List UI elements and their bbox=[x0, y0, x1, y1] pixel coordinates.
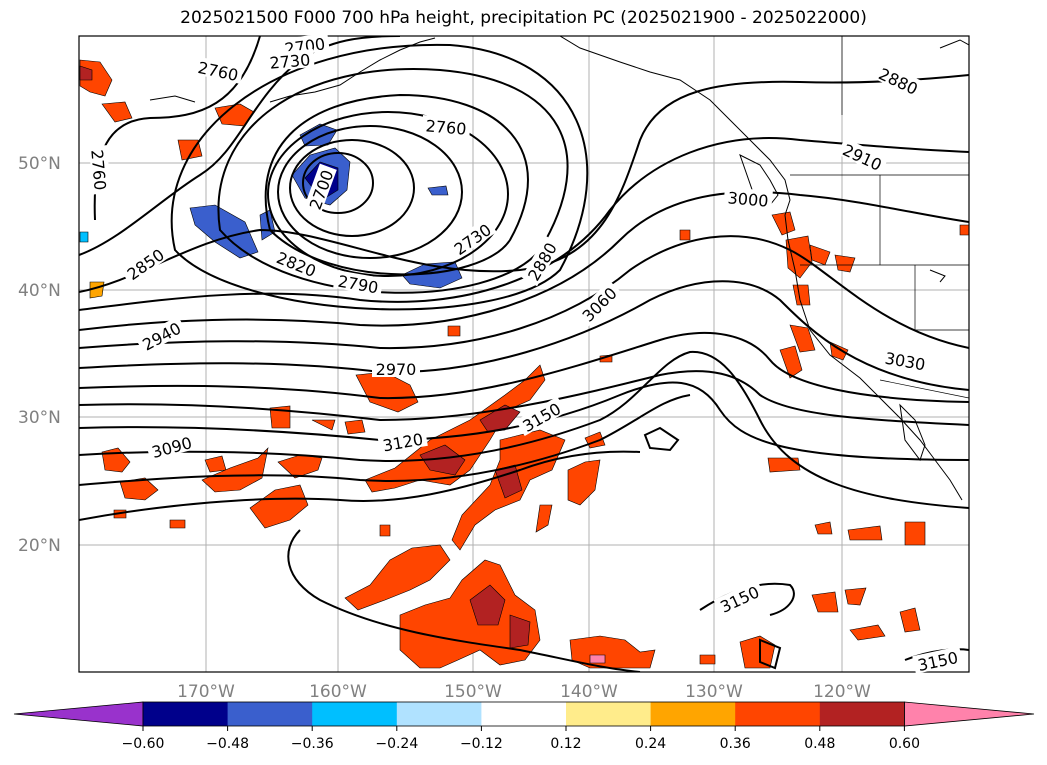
contour-label-bg bbox=[521, 235, 562, 287]
contour-label-bg bbox=[193, 56, 244, 84]
colorbar-tick-label: 0.48 bbox=[804, 736, 835, 752]
colorbar bbox=[13, 701, 1035, 727]
lat-label: 20°N bbox=[18, 536, 61, 556]
latitude-labels: 50°N 40°N 30°N 20°N bbox=[18, 154, 61, 556]
height-contours bbox=[79, 36, 969, 672]
contour-label-bg bbox=[912, 646, 963, 674]
contour-label-bg bbox=[135, 316, 187, 355]
graticule bbox=[79, 36, 969, 672]
colorbar-tick-label: −0.12 bbox=[460, 736, 503, 752]
colorbar-tick-label: 0.60 bbox=[889, 736, 920, 752]
colorbar-segment bbox=[396, 702, 482, 726]
colorbar-tick-label: 0.24 bbox=[635, 736, 666, 752]
contour-label-bg bbox=[515, 396, 567, 437]
colorbar-tick-label: −0.48 bbox=[206, 736, 249, 752]
contour-label-bg bbox=[421, 114, 471, 138]
contour-label-bg bbox=[723, 186, 773, 210]
lat-label: 50°N bbox=[18, 154, 61, 174]
map-frame bbox=[78, 35, 970, 673]
contour-label-bg bbox=[372, 359, 420, 377]
colorbar-segment bbox=[143, 702, 229, 726]
colorbar-extend-low bbox=[13, 701, 144, 727]
lon-label: 120°W bbox=[813, 682, 871, 702]
map-title: 2025021500 F000 700 hPa height, precipit… bbox=[180, 8, 867, 28]
contour-label-bg bbox=[145, 431, 197, 461]
contour-label-bg bbox=[333, 269, 384, 297]
colorbar-segment bbox=[650, 702, 736, 726]
lon-label: 170°W bbox=[177, 682, 235, 702]
contour-label-bg bbox=[88, 145, 112, 195]
contour-label: 2970 bbox=[376, 360, 417, 379]
colorbar-segment bbox=[312, 702, 398, 726]
colorbar-segment bbox=[566, 702, 652, 726]
colorbar-tick-label: 0.36 bbox=[720, 736, 751, 752]
contour-label: 3000 bbox=[727, 188, 769, 210]
lat-label: 30°N bbox=[18, 408, 61, 428]
colorbar-tick-label: −0.36 bbox=[291, 736, 334, 752]
contour-label-bg bbox=[271, 245, 323, 281]
colorbar-segment bbox=[735, 702, 821, 726]
longitude-labels: 170°W 160°W 150°W 140°W 130°W 120°W bbox=[177, 682, 871, 702]
colorbar-segment bbox=[481, 702, 567, 726]
contour-label: 2760 bbox=[87, 149, 109, 191]
colorbar-segment bbox=[819, 702, 905, 726]
colorbar-outline bbox=[142, 701, 905, 727]
colorbar-segment bbox=[227, 702, 313, 726]
colorbar-extend-high bbox=[904, 701, 1035, 727]
contour-label: 2760 bbox=[425, 116, 467, 138]
colorbar-tick-label: 0.12 bbox=[550, 736, 581, 752]
lon-label: 160°W bbox=[309, 682, 367, 702]
lon-label: 150°W bbox=[444, 682, 502, 702]
colorbar-tick-label: −0.24 bbox=[375, 736, 418, 752]
colorbar-ticks: −0.60 −0.48 −0.36 −0.24 −0.12 0.12 0.24 0.36 0.4… bbox=[122, 726, 920, 752]
lon-label: 130°W bbox=[685, 682, 743, 702]
contour-label-bg bbox=[303, 163, 337, 215]
contour-label-bg bbox=[120, 242, 170, 285]
contour-label-bg bbox=[837, 137, 889, 175]
colorbar-tick-label: −0.60 bbox=[122, 736, 165, 752]
contour-label-bg bbox=[265, 48, 315, 72]
contour-label-bg bbox=[880, 346, 931, 374]
contour-label-bg bbox=[575, 280, 622, 327]
borders bbox=[790, 36, 969, 399]
lat-label: 40°N bbox=[18, 281, 61, 301]
contour-label-bg bbox=[713, 579, 765, 617]
contour-label-bg bbox=[377, 427, 428, 455]
contour-label-bg bbox=[873, 61, 925, 99]
contour-label: 2730 bbox=[269, 50, 311, 72]
lon-label: 140°W bbox=[560, 682, 618, 702]
contour-label-bg bbox=[447, 217, 497, 260]
